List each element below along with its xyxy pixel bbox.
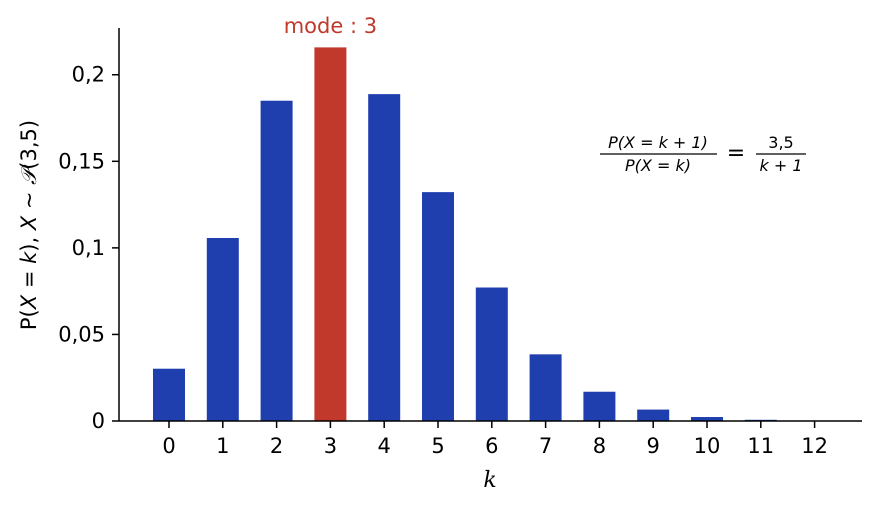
- formula-lhs-denominator: P(X = k): [625, 156, 691, 175]
- y-axis-label-part: P(: [17, 309, 41, 330]
- formula-lhs-numerator: P(X = k + 1): [608, 133, 708, 152]
- x-tick-label: 6: [485, 434, 498, 458]
- axes-group: [118, 28, 862, 422]
- x-tick-label: 2: [270, 434, 283, 458]
- y-ticks-group: 0 0,05 0,1 0,15 0,2: [58, 63, 119, 433]
- bar-mode-3: [314, 47, 347, 421]
- x-tick-label: 0: [162, 434, 175, 458]
- y-axis-label-part: ~: [17, 185, 41, 216]
- y-axis-label-part: k: [17, 251, 41, 264]
- y-axis-label: P(X = k), X ~ 𝒫(3,5): [17, 120, 41, 330]
- y-axis-label-part: ),: [17, 230, 41, 252]
- formula-rhs-denominator: k + 1: [759, 156, 802, 175]
- y-tick-label: 0,05: [58, 322, 105, 346]
- y-axis-label-part: =: [17, 264, 41, 295]
- bar-4: [368, 94, 401, 422]
- y-tick-label: 0,15: [58, 149, 105, 173]
- y-tick-label: 0: [92, 409, 105, 433]
- x-tick-label: 3: [324, 434, 337, 458]
- x-axis-label: k: [483, 468, 496, 493]
- x-tick-label: 7: [539, 434, 552, 458]
- x-tick-label: 9: [647, 434, 660, 458]
- ratio-formula: P(X = k + 1) P(X = k) = 3,5 k + 1: [600, 133, 806, 175]
- y-tick-label: 0,2: [72, 63, 105, 87]
- bar-10: [691, 417, 723, 421]
- y-axis-label-part: (3,5): [17, 120, 41, 170]
- mode-label: mode : 3: [284, 14, 377, 38]
- y-axis-label-part: X: [17, 215, 41, 231]
- y-tick-label: 0,1: [72, 236, 105, 260]
- x-tick-label: 10: [694, 434, 721, 458]
- x-ticks-group: 0 1 2 3 4 5 6 7 8 9 10 11 12: [162, 421, 828, 458]
- x-tick-label: 1: [216, 434, 229, 458]
- bar-2: [260, 100, 293, 421]
- formula-equals: =: [727, 141, 745, 166]
- bar-8: [583, 391, 616, 421]
- bar-9: [637, 409, 670, 421]
- x-tick-label: 4: [378, 434, 391, 458]
- bar-7: [529, 354, 562, 421]
- formula-rhs-numerator: 3,5: [768, 133, 793, 152]
- x-tick-label: 8: [593, 434, 606, 458]
- bar-0: [153, 368, 185, 421]
- x-tick-label: 12: [801, 434, 828, 458]
- bar-1: [206, 238, 239, 421]
- bars-group: [153, 47, 831, 422]
- y-axis-label-part: X: [17, 294, 41, 310]
- x-tick-label: 11: [747, 434, 774, 458]
- bar-6: [475, 287, 508, 421]
- x-tick-label: 5: [431, 434, 444, 458]
- bar-5: [422, 192, 454, 421]
